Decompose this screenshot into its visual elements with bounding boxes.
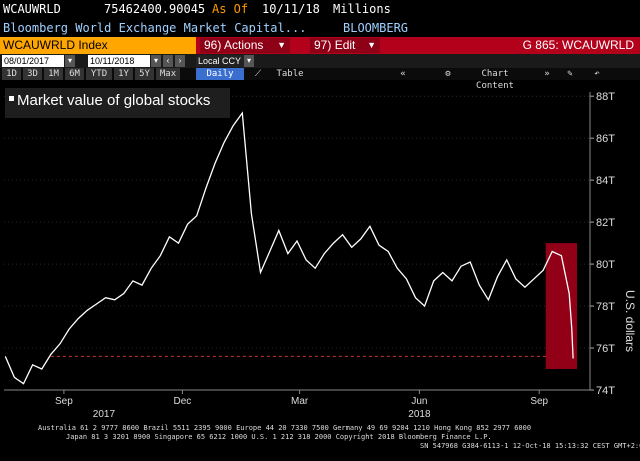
command-bar: WCAUWRLD Index 96) Actions ▼ 97) Edit ▼ … — [0, 37, 640, 54]
x-tick-sublabel: 2018 — [408, 409, 431, 420]
data-source: BLOOMBERG — [343, 21, 409, 35]
period-3d[interactable]: 3D — [23, 68, 42, 80]
period-ytd[interactable]: YTD — [86, 68, 112, 80]
calendar-dropdown-icon[interactable]: ▾ — [151, 55, 161, 67]
y-tick-label: 74T — [596, 385, 615, 397]
edit-pencil-icon[interactable]: ✎ — [567, 69, 573, 79]
y-tick-label: 88T — [596, 91, 615, 103]
edit-number: 97) — [314, 38, 332, 52]
ticker-symbol: WCAUWRLD — [3, 2, 61, 16]
end-date-field[interactable]: 10/11/2018 — [88, 55, 150, 67]
chevron-left-icon[interactable]: ‹ — [163, 55, 173, 67]
x-tick-label: Jun — [411, 396, 427, 407]
x-tick-sublabel: 2017 — [93, 409, 116, 420]
chart-content-button[interactable]: Chart Content — [476, 69, 514, 91]
line-chart[interactable]: 74T 76T 78T 80T 82T 84T 86T 88T Sep 2017 Dec Mar Ju… — [0, 80, 640, 420]
highlight-box — [545, 243, 577, 370]
chart-legend[interactable]: Market value of global stocks — [5, 88, 230, 118]
as-of-label: As Of — [212, 2, 249, 16]
as-of-date: 10/11/18 — [262, 2, 320, 16]
actions-label: Actions — [224, 38, 264, 52]
footer-contacts-2: Japan 81 3 3201 8900 Singapore 65 6212 1… — [66, 433, 492, 441]
period-max[interactable]: Max — [156, 68, 180, 80]
double-chevron-right-icon[interactable]: » — [544, 69, 550, 79]
y-axis-label: U.S. dollars — [623, 290, 637, 352]
chevron-down-icon[interactable]: ▾ — [244, 55, 254, 67]
y-axis-ticks: 74T 76T 78T 80T 82T 84T 86T 88T — [589, 91, 615, 397]
double-chevron-left-icon[interactable]: « — [400, 69, 406, 79]
graph-id-label: G 865: WCAUWRLD — [522, 38, 634, 52]
currency-select[interactable]: Local CCY — [196, 55, 244, 67]
y-tick-label: 84T — [596, 175, 615, 187]
period-1y[interactable]: 1Y — [114, 68, 133, 80]
units-label: Millions — [333, 2, 391, 16]
y-tick-label: 86T — [596, 133, 615, 145]
line-chart-icon[interactable]: ⟋ — [254, 69, 262, 79]
actions-menu-button[interactable]: 96) Actions ▼ — [200, 38, 290, 53]
x-tick-label: Dec — [174, 396, 192, 407]
edit-label: Edit — [334, 38, 356, 52]
footer-contacts-1: Australia 61 2 9777 8600 Brazil 5511 239… — [38, 424, 532, 432]
chart-toolbar: 08/01/2017 ▾ 10/11/2018 ▾ ‹ › Local CCY … — [0, 54, 640, 68]
frequency-select[interactable]: Daily — [196, 68, 244, 80]
security-description: Bloomberg World Exchange Market Capital.… — [3, 21, 307, 35]
period-6m[interactable]: 6M — [65, 68, 84, 80]
edit-menu-button[interactable]: 97) Edit ▼ — [310, 38, 380, 53]
index-field[interactable]: WCAUWRLD Index — [0, 37, 196, 54]
x-axis-ticks: Sep 2017 Dec Mar Jun 2018 Sep — [4, 389, 590, 420]
footer-session-info: SN 547968 G384-6113-1 12-Oct-18 15:13:32… — [420, 442, 640, 450]
y-tick-label: 78T — [596, 301, 615, 313]
security-header: WCAUWRLD 75462400.90045 As Of 10/11/18 M… — [0, 0, 640, 19]
legend-marker — [9, 96, 14, 101]
table-button[interactable]: Table — [276, 69, 304, 79]
period-1m[interactable]: 1M — [44, 68, 63, 80]
period-toolbar: 1D 3D 1M 6M YTD 1Y 5Y Max Daily ⟋ Table … — [0, 68, 640, 91]
period-1d[interactable]: 1D — [2, 68, 21, 80]
actions-number: 96) — [204, 38, 222, 52]
undo-icon[interactable]: ↶ — [594, 69, 600, 79]
chart-grid — [4, 95, 590, 391]
security-description-row: Bloomberg World Exchange Market Capital.… — [0, 19, 640, 37]
footer: Australia 61 2 9777 8600 Brazil 5511 239… — [0, 420, 640, 461]
start-date-field[interactable]: 08/01/2017 — [2, 55, 64, 67]
period-5y[interactable]: 5Y — [135, 68, 154, 80]
calendar-dropdown-icon[interactable]: ▾ — [65, 55, 75, 67]
x-tick-label: Sep — [530, 396, 548, 407]
y-tick-label: 82T — [596, 217, 615, 229]
settings-icon[interactable]: ⚙ — [445, 69, 451, 79]
x-tick-label: Sep — [55, 396, 73, 407]
series-line — [4, 111, 574, 385]
chevron-right-icon[interactable]: › — [175, 55, 185, 67]
chevron-down-icon: ▼ — [367, 40, 376, 50]
x-tick-label: Mar — [291, 396, 309, 407]
last-value: 75462400.90045 — [104, 2, 206, 16]
y-tick-label: 80T — [596, 259, 615, 271]
chevron-down-icon: ▼ — [277, 40, 286, 50]
y-tick-label: 76T — [596, 343, 615, 355]
legend-label: Market value of global stocks — [17, 92, 211, 109]
